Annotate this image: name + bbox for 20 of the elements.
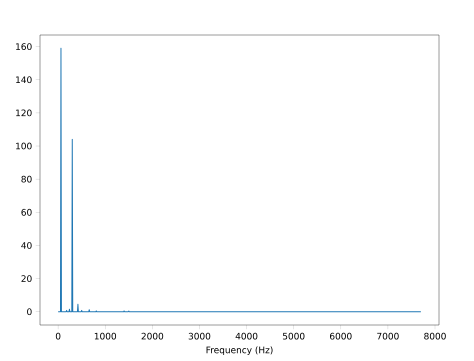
y-tick-label: 160 [16,43,32,50]
x-axis-title: Frequency (Hz) [206,346,273,356]
x-tick-label: 1000 [94,332,116,340]
y-tick-label: 100 [16,142,32,150]
y-tick-label: 40 [21,242,32,249]
line-series [58,48,422,312]
x-tick-label: 5000 [282,332,304,340]
x-tick-label: 2000 [142,332,164,340]
x-tick-label: 0 [56,332,60,340]
x-tick-label: 7000 [377,332,399,340]
y-tick-label: 0 [27,308,32,316]
y-tick-label: 20 [21,275,32,282]
y-tick-label: 140 [16,76,32,84]
x-tick-label: 6000 [330,332,352,340]
y-tick-label: 120 [16,109,32,116]
y-tick-label: 60 [21,208,32,216]
x-tick-label: 4000 [236,332,258,340]
y-tick-label: 80 [21,176,32,183]
x-tick-label: 8000 [424,332,446,340]
x-tick-label: 3000 [188,332,210,340]
